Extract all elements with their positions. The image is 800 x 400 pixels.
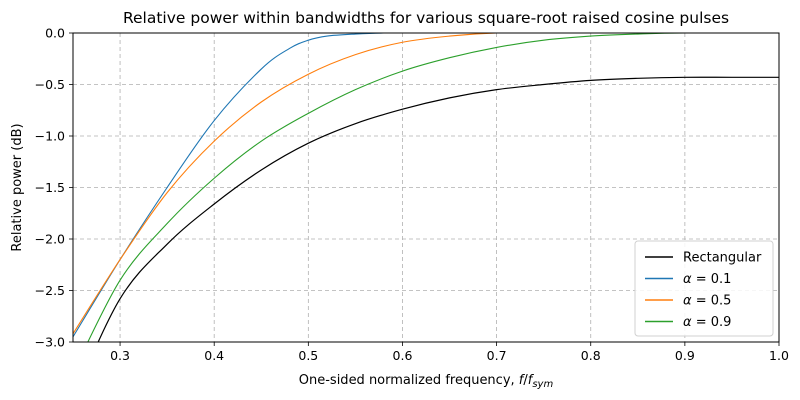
y-tick-label: −2.0 xyxy=(35,232,65,247)
legend-box xyxy=(634,240,774,337)
x-axis-label: One-sided normalized frequency, f/fsym xyxy=(299,373,554,390)
legend-entry-label: α = 0.1 xyxy=(683,272,731,287)
x-axis-label-text: One-sided normalized frequency, xyxy=(299,373,519,388)
legend-entry-label: α = 0.5 xyxy=(683,294,731,309)
x-axis-label-slash: / xyxy=(523,373,528,388)
x-tick-label: 0.4 xyxy=(204,348,224,363)
series-line-1 xyxy=(73,33,779,338)
legend-entry-label: α = 0.9 xyxy=(683,315,731,330)
x-tick-label: 0.9 xyxy=(675,348,695,363)
series-lines xyxy=(73,33,779,342)
x-axis-label-fsym: f xyxy=(528,373,535,388)
x-tick-label: 0.8 xyxy=(581,348,601,363)
legend-entry-label: Rectangular xyxy=(683,251,762,266)
y-tick-label: −3.0 xyxy=(35,335,65,350)
x-tick-label: 0.6 xyxy=(393,348,413,363)
x-axis-label-f: f xyxy=(519,373,526,388)
series-line-2 xyxy=(73,33,779,335)
y-tick-label: 0.0 xyxy=(45,26,65,41)
x-tick-label: 0.5 xyxy=(298,348,318,363)
y-axis-label: Relative power (dB) xyxy=(10,123,25,251)
axis-ticks: 0.3 0.4 0.5 0.6 0.7 0.8 0.9 1.0 0.0 −0.5 −1.0 −1.5 −… xyxy=(35,26,789,364)
series-line-3 xyxy=(87,33,779,342)
y-tick-label: −2.5 xyxy=(35,283,65,298)
x-axis-label-subscript: sym xyxy=(532,379,553,390)
x-tick-label: 1.0 xyxy=(769,348,789,363)
x-tick-label: 0.3 xyxy=(110,348,130,363)
y-tick-label: −0.5 xyxy=(35,77,65,92)
y-tick-label: −1.5 xyxy=(35,180,65,195)
chart-title: Relative power within bandwidths for var… xyxy=(123,9,729,27)
x-tick-label: 0.7 xyxy=(487,348,507,363)
y-tick-label: −1.0 xyxy=(35,129,65,144)
series-line-0 xyxy=(97,76,779,342)
legend: Rectangular α = 0.1 α = 0.5 α = 0.9 xyxy=(634,240,774,337)
